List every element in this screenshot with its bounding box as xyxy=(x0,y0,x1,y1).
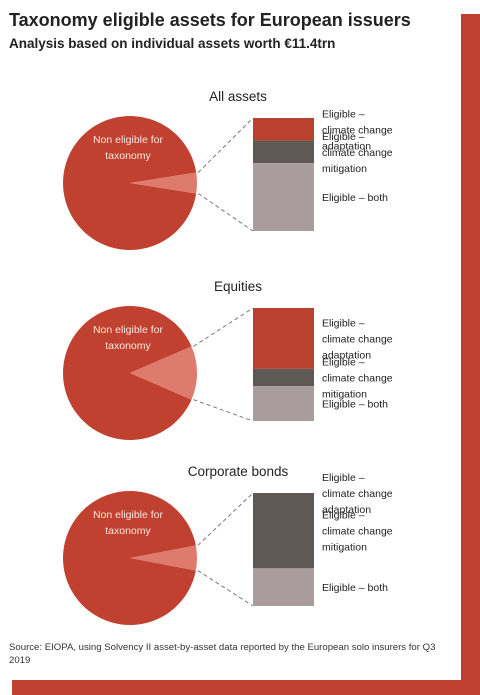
pie-label-non-eligible: taxonomy xyxy=(105,525,151,537)
bar-category-label: Eligible – both xyxy=(322,192,388,204)
connector-line xyxy=(197,570,254,607)
bar-segment xyxy=(253,163,314,231)
bar-category-label: climate change xyxy=(322,147,393,159)
bar-category-label: mitigation xyxy=(322,389,367,401)
bar-category-label: Eligible – xyxy=(322,108,365,120)
pie-slice-non-eligible xyxy=(63,116,197,251)
bar-category-label: Eligible – xyxy=(322,131,365,143)
source-note: Source: EIOPA, using Solvency II asset-b… xyxy=(9,642,436,666)
pie-label-non-eligible: taxonomy xyxy=(105,150,151,162)
bar-category-label: Eligible – both xyxy=(322,399,388,411)
bar-segment xyxy=(253,386,314,421)
bar-category-label: adaptation xyxy=(322,349,371,361)
bar-segment xyxy=(253,118,314,141)
bar-segment xyxy=(253,568,314,606)
connector-line xyxy=(197,117,254,173)
connector-line xyxy=(193,307,254,347)
pie-slice-eligible xyxy=(130,172,197,194)
bar-category-label: climate change xyxy=(322,488,393,500)
bar-category-label: climate change xyxy=(322,333,393,345)
bar-segment xyxy=(253,308,314,369)
connector-line xyxy=(197,492,254,546)
page-title: Taxonomy eligible assets for European is… xyxy=(9,10,411,30)
pie-label-non-eligible: Non eligible for xyxy=(93,324,164,336)
bar-category-label: adaptation xyxy=(322,504,371,516)
bar-category-label: Eligible – xyxy=(322,472,365,484)
chart-title: All assets xyxy=(209,89,267,104)
bar-segment xyxy=(253,493,314,569)
bar-segment xyxy=(253,368,314,387)
connector-line xyxy=(197,193,254,232)
pie-slice-eligible xyxy=(130,346,198,400)
pie-slice-non-eligible xyxy=(62,491,196,625)
bar-segment xyxy=(253,140,314,164)
chart-title: Equities xyxy=(214,279,262,294)
bar-category-label: Eligible – xyxy=(322,317,365,329)
pie-label-non-eligible: Non eligible for xyxy=(93,509,164,521)
bar-category-label: Eligible – both xyxy=(322,582,388,594)
bar-category-label: adaptation xyxy=(322,140,371,152)
bar-category-label: climate change xyxy=(322,373,393,385)
bar-category-label: Eligible – xyxy=(322,357,365,369)
bar-category-label: Eligible – xyxy=(322,510,365,522)
pie-label-non-eligible: taxonomy xyxy=(105,340,151,352)
bar-category-label: mitigation xyxy=(322,163,367,175)
pie-slice-eligible xyxy=(130,545,197,571)
page-subtitle: Analysis based on individual assets wort… xyxy=(9,36,336,51)
pie-label-non-eligible: Non eligible for xyxy=(93,134,164,146)
connector-line xyxy=(193,399,254,422)
chart-title: Corporate bonds xyxy=(188,464,289,479)
bar-category-label: climate change xyxy=(322,526,393,538)
bar-category-label: climate change xyxy=(322,124,393,136)
bar-category-label: mitigation xyxy=(322,542,367,554)
pie-slice-non-eligible xyxy=(63,306,192,440)
